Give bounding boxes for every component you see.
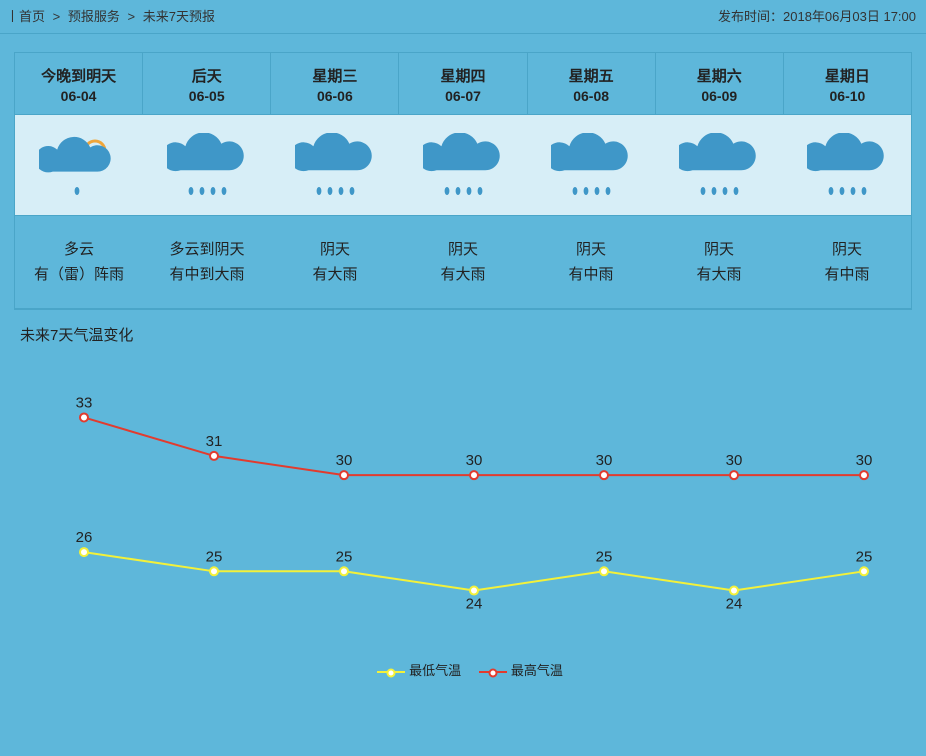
breadcrumb-sep: > xyxy=(53,9,61,24)
legend-swatch-low xyxy=(377,671,405,673)
publish-value: 2018年06月03日 17:00 xyxy=(783,9,916,24)
weather-icon-cell xyxy=(655,115,783,215)
weather-desc-cell: 阴天有中雨 xyxy=(783,216,911,308)
day-date: 06-06 xyxy=(273,88,396,104)
svg-text:30: 30 xyxy=(336,452,353,469)
weather-desc-cell: 阴天有大雨 xyxy=(399,216,527,308)
weather-desc-2: 有中雨 xyxy=(529,263,653,284)
weather-icon-cell xyxy=(15,115,143,215)
svg-text:24: 24 xyxy=(726,596,743,613)
topbar: 丨首页 > 预报服务 > 未来7天预报 发布时间：2018年06月03日 17:… xyxy=(0,0,926,34)
weather-desc-1: 阴天 xyxy=(529,238,653,259)
day-date: 06-04 xyxy=(17,88,140,104)
svg-text:25: 25 xyxy=(206,548,223,565)
breadcrumb-current: 未来7天预报 xyxy=(143,9,215,24)
weather-desc-1: 阴天 xyxy=(785,238,909,259)
breadcrumb-service[interactable]: 预报服务 xyxy=(68,9,120,24)
svg-text:25: 25 xyxy=(336,548,353,565)
day-header-row: 今晚到明天 06-04 后天 06-05 星期三 06-06 星期四 06-07 星期五 06-0… xyxy=(15,53,911,115)
weather-desc-2: 有中雨 xyxy=(785,263,909,284)
svg-text:24: 24 xyxy=(466,596,483,613)
temperature-chart: 33 31 30 30 30 30 30 26 25 25 24 25 24 25 xyxy=(14,349,912,649)
forecast-panel: 今晚到明天 06-04 后天 06-05 星期三 06-06 星期四 06-07 星期五 06-0… xyxy=(14,52,912,310)
weather-desc-cell: 阴天有中雨 xyxy=(527,216,655,308)
weather-desc-1: 阴天 xyxy=(401,238,525,259)
day-name: 星期日 xyxy=(786,65,909,86)
weather-desc-1: 多云 xyxy=(17,238,141,259)
svg-text:30: 30 xyxy=(856,452,873,469)
weather-desc-2: 有（雷）阵雨 xyxy=(17,263,141,284)
day-name: 星期六 xyxy=(658,65,781,86)
day-header-cell: 星期三 06-06 xyxy=(271,53,399,114)
breadcrumb-sep: > xyxy=(128,9,136,24)
day-name: 今晚到明天 xyxy=(17,65,140,86)
publish-time: 发布时间：2018年06月03日 17:00 xyxy=(718,6,916,25)
day-name: 星期四 xyxy=(401,65,524,86)
day-name: 后天 xyxy=(145,65,268,86)
svg-text:30: 30 xyxy=(466,452,483,469)
weather-desc-2: 有大雨 xyxy=(401,263,525,284)
breadcrumb-home[interactable]: 首页 xyxy=(19,9,45,24)
svg-text:31: 31 xyxy=(206,433,223,450)
weather-icon-cell xyxy=(399,115,527,215)
chart-title: 未来7天气温变化 xyxy=(20,324,912,345)
weather-desc-row: 多云有（雷）阵雨多云到阴天有中到大雨阴天有大雨阴天有大雨阴天有中雨阴天有大雨阴天… xyxy=(15,216,911,309)
day-name: 星期三 xyxy=(273,65,396,86)
day-date: 06-08 xyxy=(530,88,653,104)
day-date: 06-10 xyxy=(786,88,909,104)
breadcrumb: 丨首页 > 预报服务 > 未来7天预报 xyxy=(6,6,215,25)
weather-desc-cell: 多云到阴天有中到大雨 xyxy=(143,216,271,308)
day-date: 06-07 xyxy=(401,88,524,104)
breadcrumb-prefix: 丨 xyxy=(6,9,19,24)
weather-desc-2: 有大雨 xyxy=(273,263,397,284)
legend-label-high: 最高气温 xyxy=(511,663,563,678)
svg-text:30: 30 xyxy=(596,452,613,469)
svg-text:25: 25 xyxy=(856,548,873,565)
day-name: 星期五 xyxy=(530,65,653,86)
day-header-cell: 后天 06-05 xyxy=(143,53,271,114)
day-header-cell: 星期六 06-09 xyxy=(656,53,784,114)
weather-icon-cell xyxy=(271,115,399,215)
weather-desc-1: 阴天 xyxy=(273,238,397,259)
legend-swatch-high xyxy=(479,671,507,673)
day-header-cell: 星期日 06-10 xyxy=(784,53,911,114)
weather-desc-2: 有大雨 xyxy=(657,263,781,284)
svg-text:33: 33 xyxy=(76,394,93,411)
day-header-cell: 星期四 06-07 xyxy=(399,53,527,114)
weather-desc-cell: 多云有（雷）阵雨 xyxy=(15,216,143,308)
svg-text:25: 25 xyxy=(596,548,613,565)
weather-desc-1: 阴天 xyxy=(657,238,781,259)
legend-label-low: 最低气温 xyxy=(409,663,461,678)
weather-icon-cell xyxy=(783,115,911,215)
weather-icon-row xyxy=(15,115,911,216)
day-header-cell: 星期五 06-08 xyxy=(528,53,656,114)
publish-label: 发布时间： xyxy=(718,9,783,24)
weather-desc-1: 多云到阴天 xyxy=(145,238,269,259)
svg-text:26: 26 xyxy=(76,529,93,546)
weather-desc-2: 有中到大雨 xyxy=(145,263,269,284)
weather-icon-cell xyxy=(143,115,271,215)
chart-section: 未来7天气温变化 33 31 30 30 30 30 30 26 25 25 24 25 24 25 最低… xyxy=(14,324,912,679)
svg-text:30: 30 xyxy=(726,452,743,469)
chart-legend: 最低气温 最高气温 xyxy=(14,660,912,679)
weather-icon-cell xyxy=(527,115,655,215)
weather-desc-cell: 阴天有大雨 xyxy=(655,216,783,308)
day-date: 06-09 xyxy=(658,88,781,104)
day-header-cell: 今晚到明天 06-04 xyxy=(15,53,143,114)
weather-desc-cell: 阴天有大雨 xyxy=(271,216,399,308)
day-date: 06-05 xyxy=(145,88,268,104)
